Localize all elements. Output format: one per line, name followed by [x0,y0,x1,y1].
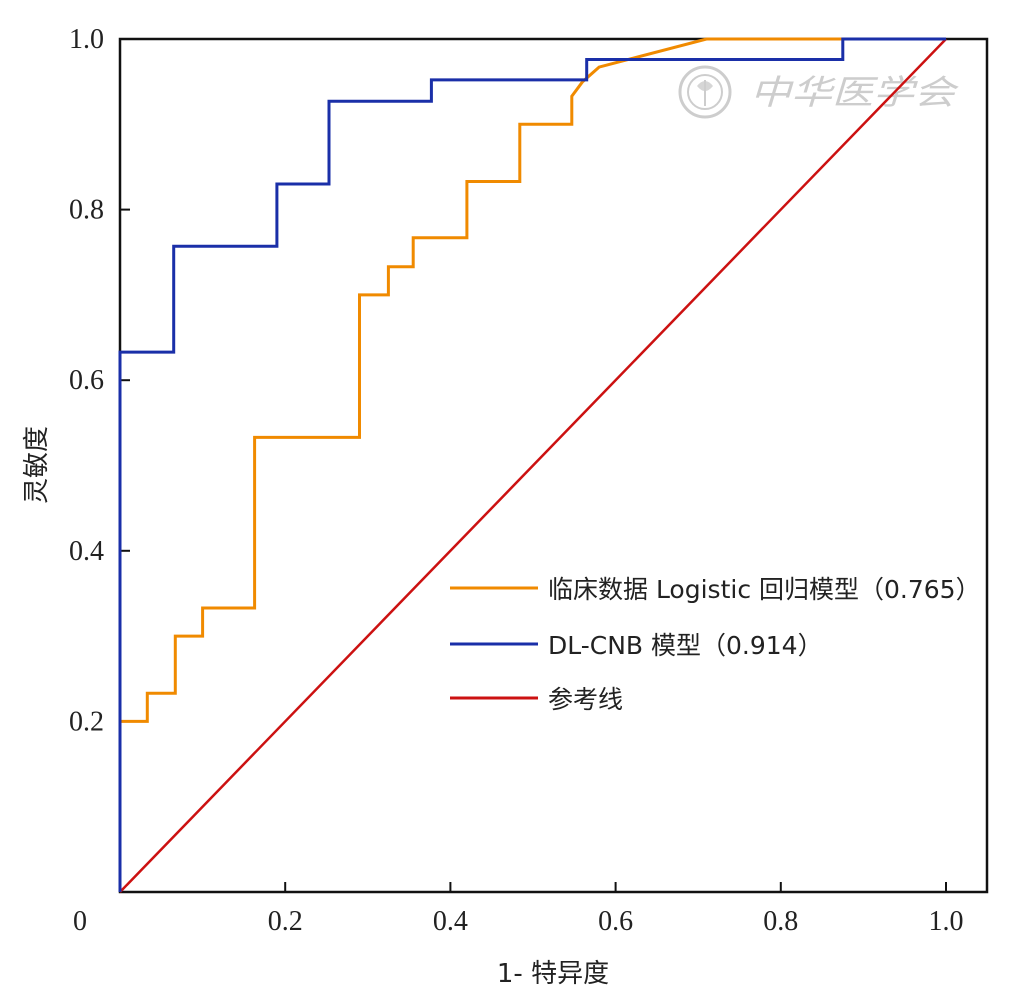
axis-tick-labels: 0.2 0.4 0.6 0.8 1.0 0.2 0.4 0.6 0.8 1.0 [69,24,964,937]
x-tick-label: 0.2 [268,906,303,937]
y-tick-label: 1.0 [69,24,104,55]
y-tick-label: 0.2 [69,706,104,737]
legend-label-clinical: 临床数据 Logistic 回归模型（0.765） [548,575,981,604]
x-tick-label: 0.8 [763,906,798,937]
series-lines [118,37,947,893]
x-tick-label: 1.0 [929,906,964,937]
x-tick-label: 0.4 [433,906,468,937]
plot-frame [118,37,989,894]
legend: 临床数据 Logistic 回归模型（0.765） DL-CNB 模型（0.91… [450,575,981,714]
x-axis-title: 1- 特异度 [497,959,609,989]
legend-label-reference: 参考线 [548,685,623,714]
watermark: 中华医学会 [678,65,960,119]
seal-logo-icon [678,65,732,119]
origin-label: 0 [73,906,87,937]
y-tick-label: 0.8 [69,195,104,226]
series-line-dl-cnb [118,37,946,892]
x-tick-label: 0.6 [598,906,633,937]
series-line-reference [119,38,947,893]
y-tick-label: 0.6 [69,365,104,396]
y-axis-title: 灵敏度 [22,426,52,504]
legend-label-dlcnb: DL-CNB 模型（0.914） [548,631,823,660]
watermark-text: 中华医学会 [750,73,960,113]
y-tick-label: 0.4 [69,536,104,567]
axis-ticks [120,38,947,892]
series-line-clinical-logistic [118,37,946,892]
